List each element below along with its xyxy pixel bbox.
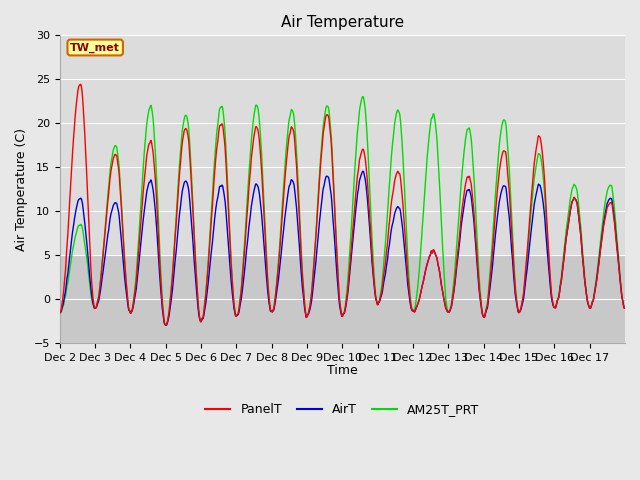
X-axis label: Time: Time xyxy=(327,364,358,377)
PanelT xyxy=(113,152,120,158)
Line: AirT: AirT xyxy=(60,171,625,325)
AM25T_PRT xyxy=(56,310,63,316)
Line: AM25T_PRT: AM25T_PRT xyxy=(60,96,625,325)
AM25T_PRT xyxy=(162,323,170,328)
Line: PanelT: PanelT xyxy=(60,84,625,325)
Y-axis label: Air Temperature (C): Air Temperature (C) xyxy=(15,128,28,251)
Title: Air Temperature: Air Temperature xyxy=(281,15,404,30)
AM25T_PRT xyxy=(377,289,385,295)
AM25T_PRT xyxy=(513,300,521,306)
PanelT xyxy=(235,309,243,314)
AirT xyxy=(234,311,242,317)
AirT xyxy=(614,247,621,253)
AM25T_PRT xyxy=(614,240,621,246)
Text: TW_met: TW_met xyxy=(70,42,120,53)
PanelT xyxy=(614,250,621,255)
AM25T_PRT xyxy=(234,309,242,315)
PanelT xyxy=(77,82,84,87)
PanelT xyxy=(163,323,170,328)
AM25T_PRT xyxy=(545,260,553,265)
AirT xyxy=(513,303,521,309)
Bar xyxy=(60,255,625,343)
PanelT xyxy=(621,305,629,311)
PanelT xyxy=(545,255,553,261)
AM25T_PRT xyxy=(621,305,629,311)
AirT xyxy=(621,305,629,311)
PanelT xyxy=(513,301,521,307)
AirT xyxy=(359,168,367,174)
PanelT xyxy=(377,293,385,299)
AirT xyxy=(377,295,385,300)
AirT xyxy=(545,269,553,275)
Legend: PanelT, AirT, AM25T_PRT: PanelT, AirT, AM25T_PRT xyxy=(200,398,484,421)
PanelT xyxy=(56,310,63,316)
AirT xyxy=(112,200,120,206)
AirT xyxy=(56,310,63,316)
AM25T_PRT xyxy=(359,94,367,99)
Bar xyxy=(60,36,625,255)
AirT xyxy=(163,323,170,328)
AM25T_PRT xyxy=(112,144,120,149)
